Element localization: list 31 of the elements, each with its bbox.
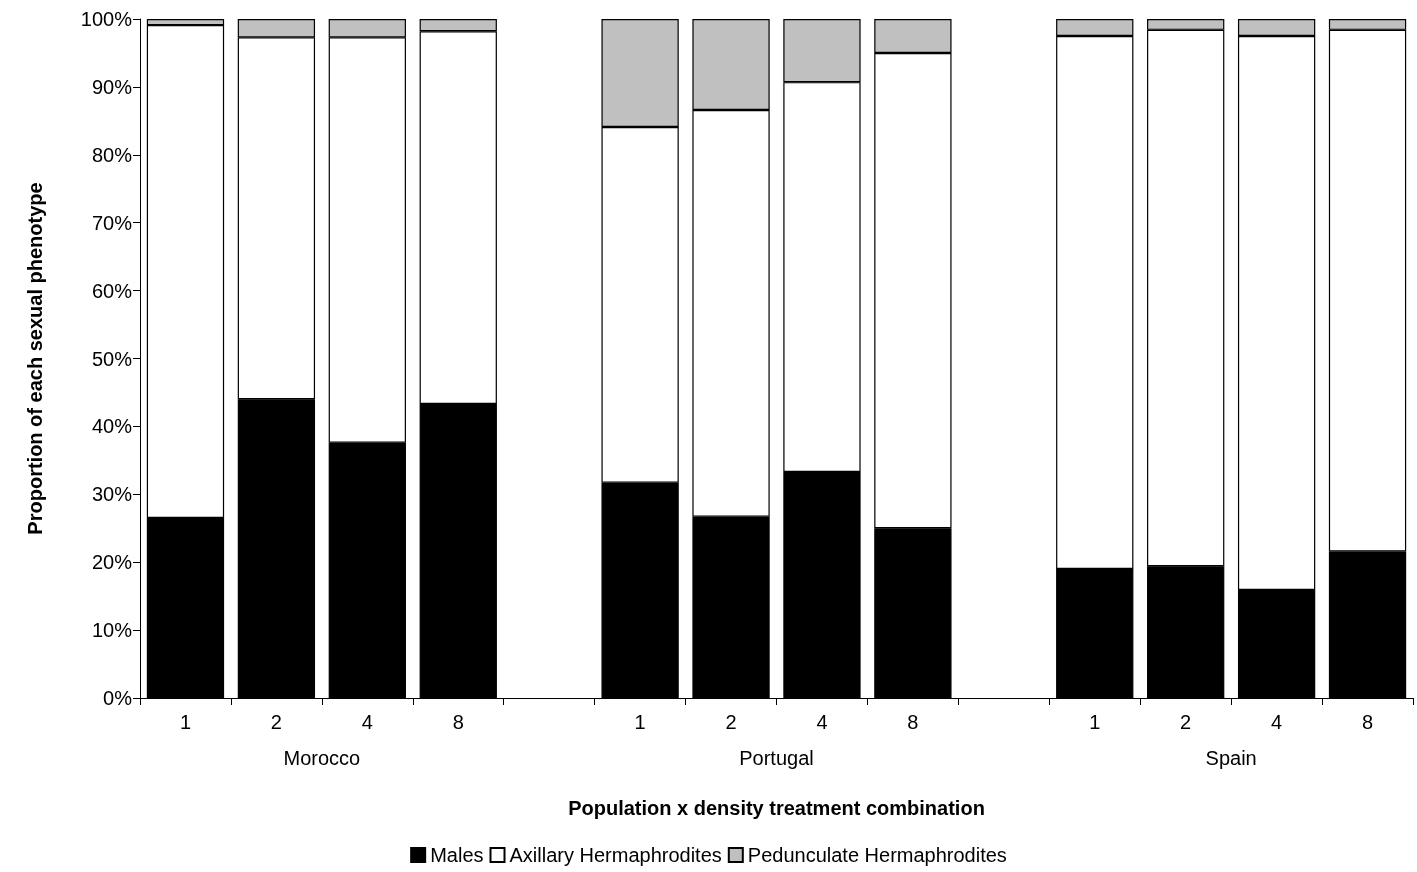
y-tick-label: 10% (91, 619, 133, 642)
y-axis-title: Proportion of each sexual phenotype (24, 182, 46, 535)
legend-label: Axillary Hermaphrodites (509, 844, 722, 866)
y-tick-label: 100% (80, 8, 133, 30)
x-tick-label: 8 (452, 711, 464, 733)
text: Morocco (283, 747, 361, 769)
y-tick-label: 0% (103, 687, 133, 709)
y-tick-label: 20% (91, 551, 133, 574)
y-tick-label: 60% (91, 279, 133, 302)
x-tick-label: 8 (907, 711, 919, 733)
text: Spain (1205, 747, 1257, 769)
x-tick-label: 1 (634, 711, 646, 733)
x-tick-label: 4 (1271, 711, 1283, 733)
text: Portugal (739, 747, 814, 769)
x-tick-label: 4 (816, 711, 828, 733)
x-tick-label: 2 (1180, 711, 1192, 733)
x-tick-label: 1 (179, 711, 192, 733)
x-tick-label: 8 (1361, 711, 1374, 733)
y-tick-label: 30% (91, 483, 133, 506)
y-tick-label: 50% (91, 347, 133, 370)
x-tick-label: 4 (361, 711, 373, 733)
legend-label: Males (430, 844, 484, 866)
x-tick-label: 1 (1089, 711, 1101, 733)
x-tick-label: 2 (270, 711, 282, 733)
y-tick-label: 90% (91, 75, 133, 98)
y-tick-label: 70% (91, 211, 133, 234)
x-axis-title: Population x density treatment combination (568, 797, 985, 819)
y-tick-label: 40% (91, 415, 133, 438)
x-tick-label: 2 (725, 711, 737, 733)
legend-label: Pedunculate Hermaphrodites (747, 844, 1007, 866)
y-tick-label: 80% (91, 143, 133, 166)
